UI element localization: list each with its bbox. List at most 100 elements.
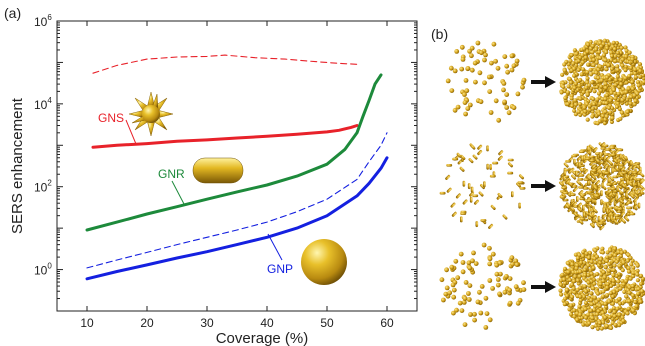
- nanosphere-particle: [502, 54, 507, 59]
- nanorod-particle: [490, 175, 496, 178]
- nanostar-particle: [583, 307, 587, 311]
- nanosphere-particle: [603, 97, 607, 101]
- nanorod-particle: [610, 215, 613, 221]
- nanosphere-particle: [493, 59, 498, 64]
- nanorod-particle: [604, 172, 610, 175]
- nanosphere-particle: [605, 114, 609, 118]
- nanosphere-particle: [581, 90, 585, 94]
- nanosphere-particle: [629, 66, 633, 70]
- nanorod-particle: [470, 197, 473, 203]
- nanostar-particle: [635, 304, 639, 308]
- nanosphere-particle: [492, 42, 497, 47]
- snapshot-r1-c2: [559, 39, 645, 126]
- nanosphere-particle: [449, 88, 454, 93]
- nanostar-particle: [452, 288, 457, 293]
- nanorod-particle: [473, 199, 479, 205]
- nanosphere-particle: [591, 44, 595, 48]
- nanosphere-particle: [627, 74, 631, 78]
- nanostar-particle: [601, 294, 605, 298]
- nanorod-particle: [477, 144, 483, 150]
- nanosphere-particle: [610, 67, 614, 71]
- nanosphere-particle: [496, 118, 501, 123]
- nanostar-particle: [587, 321, 591, 325]
- nanostar-particle: [590, 316, 594, 320]
- nanorod-particle: [497, 155, 503, 161]
- nanosphere-particle: [585, 50, 589, 54]
- nanorod-particle: [594, 195, 600, 198]
- nanorod-particle: [450, 202, 456, 208]
- nanostar-particle: [621, 319, 625, 323]
- nanostar-particle: [591, 266, 595, 270]
- nanostar-particle: [468, 283, 473, 288]
- nanorod-particle: [576, 196, 579, 202]
- nanostar-particle: [620, 251, 624, 255]
- nanostar-particle: [441, 298, 446, 303]
- nanosphere-particle: [487, 89, 492, 94]
- nanosphere-particle: [570, 104, 574, 108]
- nanosphere-particle: [601, 114, 605, 118]
- nanorod-particle: [460, 212, 466, 215]
- nanosphere-particle: [600, 78, 604, 82]
- nanostar-particle: [504, 274, 509, 279]
- nanostar-particle: [461, 260, 466, 265]
- nanorod-particle: [478, 191, 484, 197]
- nanostar-particle: [569, 303, 573, 307]
- nanosphere-particle: [598, 102, 602, 106]
- nanosphere-particle: [615, 105, 619, 109]
- nanorod-particle: [579, 150, 585, 153]
- nanostar-particle: [461, 269, 466, 274]
- nanostar-particle: [453, 259, 458, 264]
- nanostar-particle: [639, 300, 643, 304]
- nanosphere-particle: [630, 80, 634, 84]
- nanosphere-particle: [570, 53, 574, 57]
- nanostar-particle: [618, 264, 622, 268]
- nanosphere-particle: [573, 48, 577, 52]
- nanorod-particle: [446, 187, 452, 193]
- nanorod-particle: [462, 199, 468, 205]
- nanosphere-particle: [573, 86, 577, 90]
- nanostar-particle: [490, 286, 495, 291]
- nanostar-particle: [570, 262, 574, 266]
- nanostar-particle: [451, 283, 456, 288]
- snapshot-r3-c1: [440, 243, 527, 330]
- nanorod-particle: [463, 181, 466, 187]
- nanosphere-particle: [566, 84, 570, 88]
- nanosphere-particle: [468, 103, 473, 108]
- nanosphere-particle: [464, 78, 469, 83]
- nanostar-particle: [497, 292, 502, 297]
- nanostar-particle: [487, 278, 492, 283]
- nanosphere-particle: [618, 117, 622, 121]
- nanostar-particle: [464, 280, 469, 285]
- nanosphere-particle: [478, 70, 483, 75]
- nanostar-particle: [618, 287, 622, 291]
- nanostar-particle: [608, 309, 612, 313]
- nanosphere-particle: [591, 54, 595, 58]
- nanostar-particle: [607, 262, 611, 266]
- nanorod-particle: [560, 196, 566, 199]
- nanostar-particle: [626, 311, 630, 315]
- nanorod-particle: [492, 162, 498, 165]
- nanosphere-particle: [561, 85, 565, 89]
- nanostar-particle: [613, 247, 617, 251]
- nanorod-particle: [577, 178, 583, 181]
- nanosphere-particle: [603, 110, 607, 114]
- nanosphere-particle: [620, 63, 624, 67]
- nanorod-particle: [471, 187, 474, 193]
- nanostar-particle: [609, 291, 613, 295]
- nanostar-particle: [608, 254, 612, 258]
- nanostar-particle: [593, 260, 597, 264]
- nanostar-particle: [617, 313, 621, 317]
- nanostar-particle: [590, 302, 594, 306]
- nanostar-particle: [494, 263, 499, 268]
- nanostar-particle: [636, 278, 640, 282]
- nanosphere-particle: [607, 106, 611, 110]
- nanostar-particle: [603, 275, 607, 279]
- nanosphere-particle: [605, 46, 609, 50]
- nanosphere-particle: [566, 90, 570, 94]
- nanostar-particle: [487, 246, 492, 251]
- nanostar-particle: [572, 279, 576, 283]
- nanorod-particle: [610, 188, 616, 191]
- nanostar-particle: [606, 282, 610, 286]
- nanosphere-particle: [599, 44, 603, 48]
- nanorod-particle: [587, 146, 590, 152]
